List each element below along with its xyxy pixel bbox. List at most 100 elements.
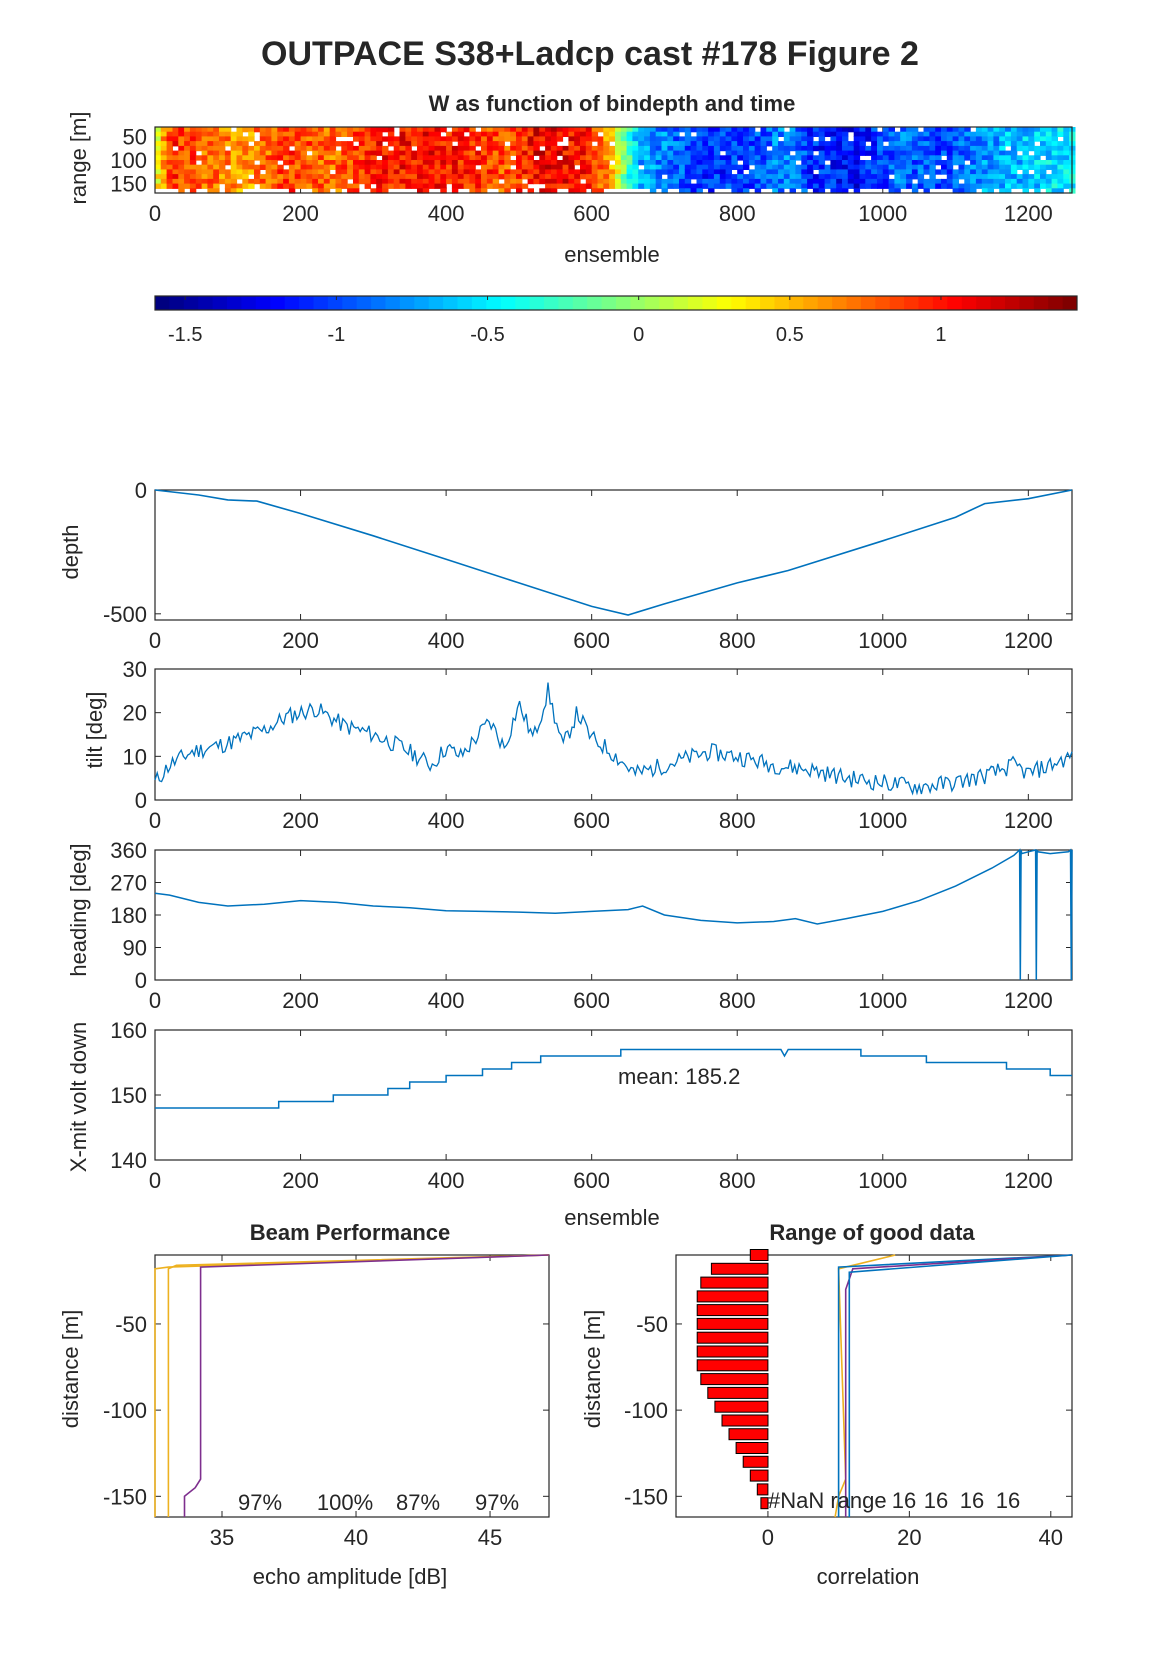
heatmap-cell <box>690 174 697 180</box>
heatmap-cell <box>364 141 371 147</box>
heatmap-cell <box>178 188 185 194</box>
heatmap-cell <box>1057 169 1064 175</box>
heatmap-cell <box>446 174 453 180</box>
heatmap-cell <box>393 183 401 189</box>
heatmap-cell <box>1063 183 1070 189</box>
heatmap-cell <box>679 164 686 170</box>
heatmap-cell <box>679 188 686 194</box>
heatmap-cell <box>481 141 488 147</box>
heatmap-cell <box>405 150 412 156</box>
heatmap-cell <box>469 141 476 147</box>
heatmap-cell <box>1016 183 1024 189</box>
heatmap-cell <box>795 145 802 152</box>
heatmap-cell <box>888 178 895 185</box>
heatmap-cell <box>539 136 546 142</box>
heatmap-cell <box>626 131 633 137</box>
heatmap-cell <box>323 127 331 133</box>
heatmap-cell <box>172 160 179 166</box>
heatmap-cell <box>364 127 371 133</box>
heatmap-cell <box>638 136 645 142</box>
heatmap-cell <box>853 178 861 185</box>
heatmap-cell <box>801 141 808 147</box>
heatmap-cell <box>725 145 732 152</box>
heatmap-cell <box>923 136 930 142</box>
heatmap-cell <box>1051 127 1058 133</box>
heatmap-cell <box>347 160 354 166</box>
colorbar-swatch <box>356 296 372 310</box>
heatmap-cell <box>1010 178 1018 185</box>
heatmap-cell <box>585 169 593 175</box>
nan-bar <box>696 1345 769 1358</box>
heatmap-cell <box>1005 136 1012 142</box>
heading-ylabel: heading [deg] <box>66 843 91 976</box>
heatmap-cell <box>748 174 756 180</box>
heatmap-cell <box>620 141 628 147</box>
w-panel-title: W as function of bindepth and time <box>429 91 796 116</box>
heatmap-cell <box>184 164 191 170</box>
heatmap-cell <box>300 183 307 189</box>
heatmap-cell <box>981 127 989 133</box>
heatmap-cell <box>213 136 220 142</box>
heatmap-cell <box>673 145 680 152</box>
heatmap-cell <box>341 160 348 166</box>
heatmap-cell <box>999 183 1006 189</box>
heatmap-cell <box>1063 160 1070 166</box>
heatmap-cell <box>189 136 197 142</box>
heatmap-cell <box>1028 183 1035 189</box>
heatmap-cell <box>679 178 686 185</box>
y-tick-label: -150 <box>624 1484 668 1509</box>
heatmap-cell <box>224 188 232 194</box>
heatmap-cell <box>201 164 208 170</box>
heatmap-cell <box>230 160 238 166</box>
heatmap-cell <box>486 136 494 142</box>
heatmap-cell <box>778 155 785 161</box>
heatmap-cell <box>1010 127 1018 133</box>
heatmap-cell <box>649 155 657 161</box>
heatmap-cell <box>213 150 220 156</box>
heatmap-cell <box>591 131 599 137</box>
heatmap-cell <box>597 174 604 180</box>
heatmap-cell <box>306 141 313 147</box>
heatmap-cell <box>277 183 284 189</box>
colorbar-frame <box>154 295 1078 311</box>
heatmap-cell <box>428 155 435 161</box>
heatmap-cell <box>323 145 331 152</box>
heatmap-cell <box>335 160 342 166</box>
heatmap-cell <box>521 183 529 189</box>
heatmap-cell <box>615 160 622 166</box>
heatmap-cell <box>516 183 523 189</box>
heatmap-cell <box>981 131 989 137</box>
heatmap-cell <box>358 155 366 161</box>
heatmap-cell <box>550 131 558 137</box>
heatmap-cell <box>1010 183 1018 189</box>
heatmap-cell <box>248 183 255 189</box>
heatmap-cell <box>708 164 715 170</box>
w-panel-ylabel: range [m] <box>66 112 91 205</box>
nan-bar <box>756 1483 769 1496</box>
heatmap-cell <box>1016 160 1024 166</box>
heatmap-cell <box>1045 178 1053 185</box>
heatmap-cell <box>1005 164 1012 170</box>
heatmap-cell <box>1010 169 1018 175</box>
heatmap-cell <box>981 150 989 156</box>
colorbar-swatch <box>1005 296 1020 310</box>
x-tick-label: 400 <box>428 628 465 653</box>
heatmap-cell <box>358 136 366 142</box>
colorbar-swatch <box>918 296 934 310</box>
heatmap-cell <box>830 136 837 142</box>
heatmap-cell <box>935 145 942 152</box>
heatmap-cell <box>475 136 482 142</box>
colorbar-swatch <box>601 296 617 310</box>
heatmap-cell <box>469 131 476 137</box>
heatmap-cell <box>533 127 540 133</box>
heatmap-cell <box>254 141 261 147</box>
heatmap-cell <box>195 131 203 137</box>
heatmap-cell <box>696 178 703 185</box>
heatmap-cell <box>1005 169 1012 175</box>
heatmap-cell <box>964 164 971 170</box>
heatmap-cell <box>492 141 500 147</box>
x-tick-label: 600 <box>573 628 610 653</box>
heatmap-cell <box>970 188 977 194</box>
heatmap-cell <box>469 145 476 152</box>
heatmap-cell <box>783 174 791 180</box>
